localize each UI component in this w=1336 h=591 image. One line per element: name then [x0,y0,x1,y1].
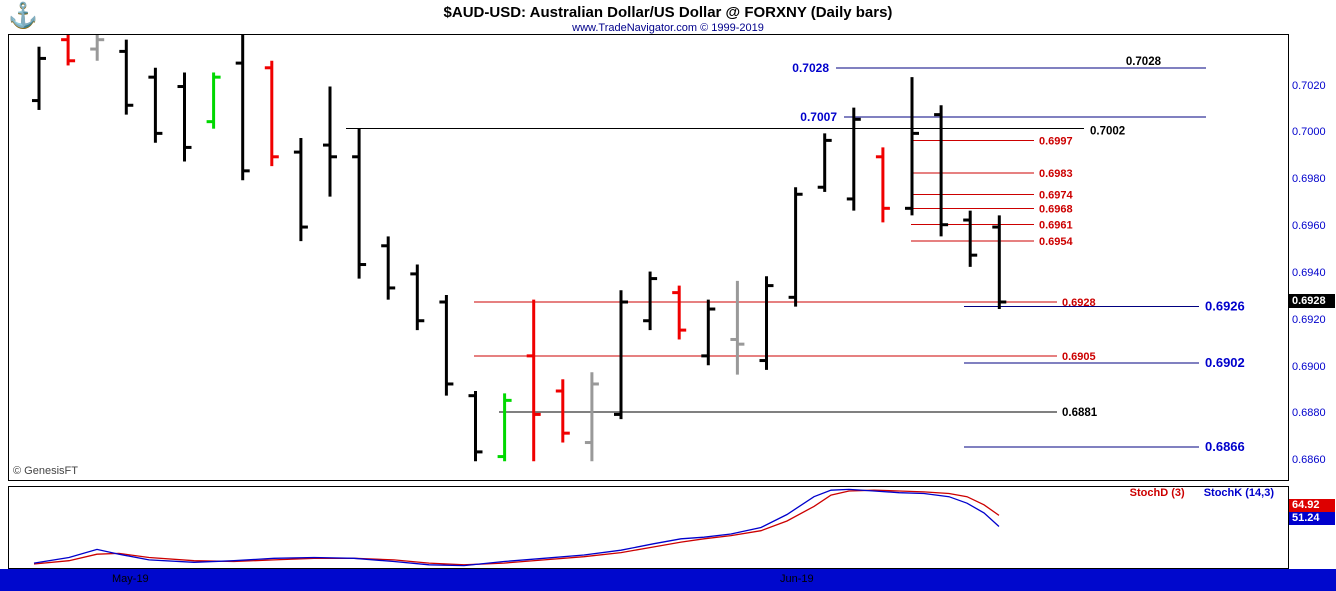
date-label-may-19: May-19 [112,573,149,585]
stochk-label: StochK (14,3) [1203,487,1274,499]
level-label: 0.6983 [1039,168,1073,180]
stochd-value-badge: 64.92 [1289,499,1335,512]
price-tick-label: 0.6960 [1292,220,1326,232]
level-label: 0.6902 [1205,355,1245,370]
level-label: 0.6905 [1062,351,1096,363]
level-label: 0.6968 [1039,203,1073,215]
stochastic-panel [8,486,1289,569]
price-tick-label: 0.6940 [1292,267,1326,279]
stochd-label: StochD (3) [1129,487,1185,499]
level-label: 0.7002 [1090,126,1125,138]
price-tick-label: 0.7020 [1292,80,1326,92]
chart-title: $AUD-USD: Australian Dollar/US Dollar @ … [443,4,893,21]
price-tick-label: 0.6860 [1292,454,1326,466]
level-label: 0.6926 [1205,299,1245,314]
stochk-value-badge: 51.24 [1289,512,1335,525]
genesisft-watermark: © GenesisFT [13,465,78,477]
chart-subtitle: www.TradeNavigator.com © 1999-2019 [572,22,764,34]
date-label-jun-19: Jun-19 [780,573,814,585]
price-tick-label: 0.6900 [1292,361,1326,373]
level-label: 0.6961 [1039,220,1073,232]
price-axis[interactable]: 0.7020 0.7000 0.6980 0.6960 0.6940 0.6920 0.69… [1292,34,1336,481]
level-label: 0.6954 [1039,236,1074,248]
price-chart-panel: 0.7028 0.7028 0.7007 0.7002 0.6997 0.6983 0.69… [8,34,1289,481]
date-axis[interactable]: May-19 Jun-19 [0,569,1336,591]
stoch-line-k [33,488,1000,567]
price-tick-label: 0.6920 [1292,314,1326,326]
last-price-badge: 0.6928 [1289,294,1335,308]
level-label: 0.6881 [1062,407,1098,419]
level-label: 0.7028 [1126,56,1162,68]
price-tick-label: 0.6980 [1292,173,1326,185]
level-label: 0.6928 [1062,297,1096,309]
genesisft-logo-icon: ⚓ [8,2,38,29]
stoch-line-d [33,489,1000,566]
level-label: 0.7007 [800,110,837,124]
level-label: 0.6974 [1039,189,1074,201]
price-tick-label: 0.7000 [1292,126,1326,138]
level-label: 0.7028 [792,61,829,75]
price-tick-label: 0.6880 [1292,407,1326,419]
stochastic-legend: StochD (3) StochK (14,3) [8,487,1284,499]
stochastic-svg[interactable] [9,487,1288,568]
level-label: 0.6866 [1205,439,1245,454]
price-chart-svg[interactable]: 0.7028 0.7028 0.7007 0.7002 0.6997 0.6983 0.69… [9,35,1288,480]
level-label: 0.6997 [1039,135,1073,147]
